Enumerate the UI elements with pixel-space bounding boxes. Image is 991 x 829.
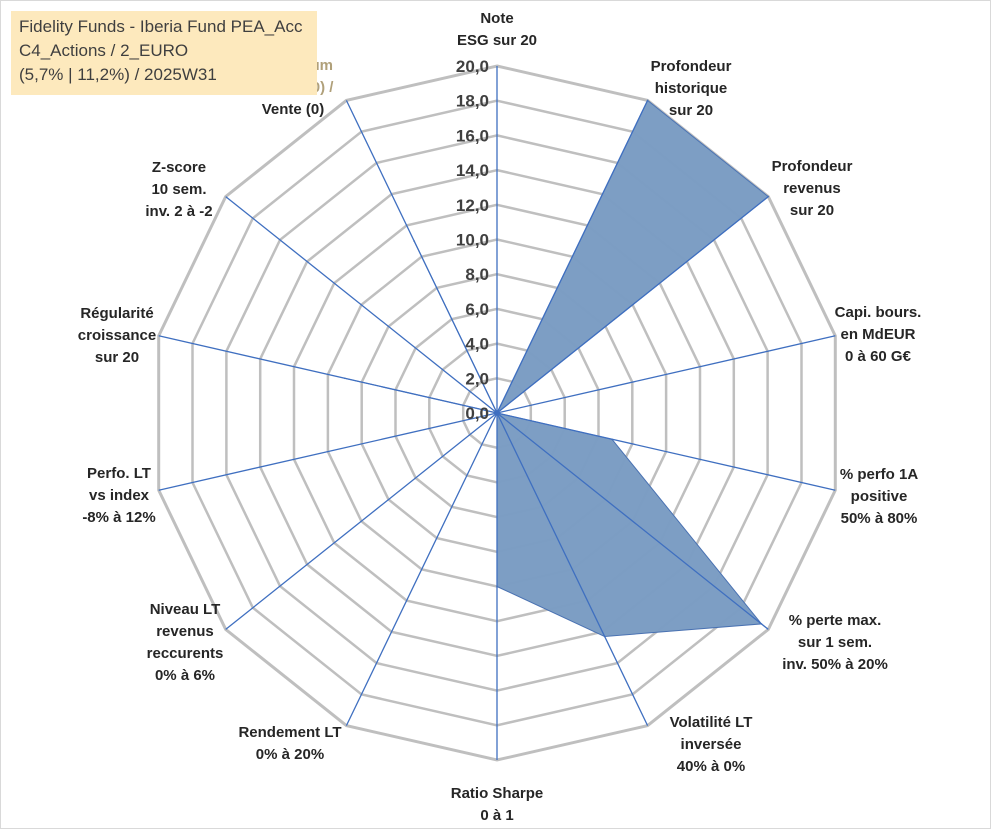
axis-spoke: [496, 100, 649, 414]
axis-label-line: vs index: [89, 487, 150, 504]
tick-label: 6,0: [465, 300, 489, 319]
axis-label-line: Niveau LT: [150, 601, 221, 618]
axis-label: % perfo 1A positive 50% à 80%: [840, 466, 919, 527]
axis-label: Note ESG sur 20: [457, 10, 537, 49]
axis-spoke: [496, 412, 836, 491]
axis-label-line: -8% à 12%: [82, 509, 155, 526]
axis-spoke: [496, 335, 836, 414]
fund-stats: (5,7% | 11,2%) / 2025W31: [19, 65, 217, 84]
axis-label-line: Volatilité LT: [670, 714, 753, 731]
tick-label: 16,0: [456, 126, 489, 145]
axis-label: Capi. bours. en MdEUR 0 à 60 G€: [835, 304, 922, 365]
axis-label: Régularité croissance sur 20: [78, 305, 156, 366]
axis-label-line: inv. 50% à 20%: [782, 656, 888, 673]
axis-spoke: [496, 412, 649, 726]
axis-label-line: Perfo. LT: [87, 465, 151, 482]
axis-label-line: 40% à 0%: [677, 758, 745, 775]
axis-label: Volatilité LT inversée 40% à 0%: [670, 714, 753, 775]
axis-label-line: revenus: [156, 623, 214, 640]
axis-spoke: [496, 412, 769, 630]
axis-label-line: inv. 2 à -2: [145, 203, 212, 220]
axis-label: Profondeur revenus sur 20: [772, 158, 853, 219]
axis-label-line: sur 20: [790, 202, 834, 219]
axis-label-line: Rendement LT: [238, 724, 341, 741]
axis-label-line: ESG sur 20: [457, 32, 537, 49]
axis-label-line: Régularité: [80, 305, 153, 322]
axis-label-line: 10 sem.: [151, 181, 206, 198]
axis-spoke: [496, 196, 769, 414]
axis-label-line: sur 20: [669, 102, 713, 119]
axis-spoke: [158, 412, 498, 491]
axis-label-line: Capi. bours.: [835, 304, 922, 321]
fund-category: C4_Actions / 2_EURO: [19, 41, 189, 60]
axis-spoke: [225, 412, 498, 630]
tick-label: 14,0: [456, 161, 489, 180]
axis-label: % perte max. sur 1 sem. inv. 50% à 20%: [782, 612, 888, 673]
axis-spoke: [225, 196, 498, 414]
axis-label-line: Profondeur: [772, 158, 853, 175]
axis-label-line: Z-score: [152, 159, 206, 176]
axis-label-line: 0% à 20%: [256, 746, 324, 763]
axis-label-line: revenus: [783, 180, 841, 197]
axis-label-line: % perte max.: [789, 612, 882, 629]
axis-label-line: 0 à 60 G€: [845, 348, 912, 365]
tick-label: 10,0: [456, 231, 489, 250]
tick-label: 8,0: [465, 265, 489, 284]
axis-label-line: Note: [480, 10, 513, 27]
axis-label-line: sur 1 sem.: [798, 634, 872, 651]
axis-label-line: sur 20: [95, 349, 139, 366]
axis-spoke: [345, 100, 498, 414]
tick-label: 20,0: [456, 57, 489, 76]
axis-label: Ratio Sharpe 0 à 1: [451, 785, 544, 824]
axis-label-line: % perfo 1A: [840, 466, 919, 483]
axis-label: Perfo. LT vs index -8% à 12%: [82, 465, 155, 526]
tick-label: 2,0: [465, 369, 489, 388]
axis-label: Z-score 10 sem. inv. 2 à -2: [145, 159, 212, 220]
axis-label: Niveau LT revenus reccurents 0% à 6%: [147, 601, 224, 684]
tick-label: 0,0: [465, 404, 489, 423]
axis-label: Profondeur historique sur 20: [651, 58, 732, 119]
axis-label-line: reccurents: [147, 645, 224, 662]
axis-label-line: en MdEUR: [841, 326, 916, 343]
axis-label-line: Ratio Sharpe: [451, 785, 544, 802]
fund-name: Fidelity Funds - Iberia Fund PEA_Acc: [19, 17, 303, 36]
axis-spoke: [345, 412, 498, 726]
tick-label: 4,0: [465, 335, 489, 354]
axis-label: Rendement LT 0% à 20%: [238, 724, 341, 763]
axis-spoke: [158, 335, 498, 414]
axis-label-line: positive: [851, 488, 908, 505]
tick-label: 12,0: [456, 196, 489, 215]
axis-label-line: 0% à 6%: [155, 667, 215, 684]
series-area: [344, 99, 770, 638]
axis-label-line: inversée: [681, 736, 742, 753]
fund-info-box: Fidelity Funds - Iberia Fund PEA_Acc C4_…: [11, 11, 317, 95]
axis-label-line: croissance: [78, 327, 156, 344]
axis-label-line: 0 à 1: [480, 807, 513, 824]
tick-label: 18,0: [456, 92, 489, 111]
axis-label-line: Vente (0): [262, 101, 325, 118]
axis-label-line: 50% à 80%: [841, 510, 918, 527]
axis-label-line: Profondeur: [651, 58, 732, 75]
axis-label-line: historique: [655, 80, 728, 97]
